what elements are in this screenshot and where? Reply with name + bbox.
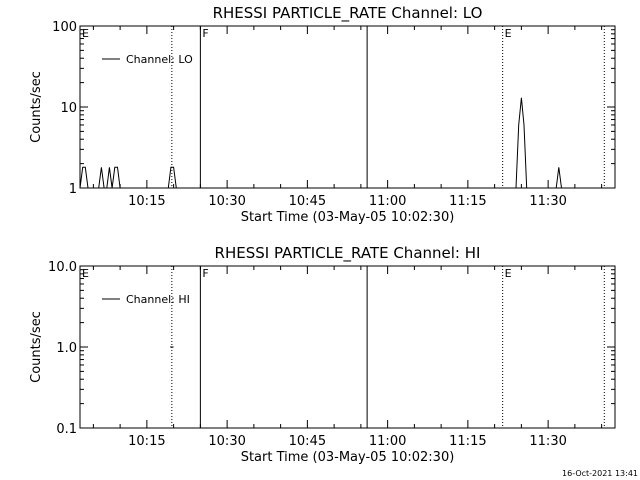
x-tick-label: 11:30	[529, 194, 566, 209]
y-axis-label: Counts/sec	[29, 311, 44, 383]
x-tick-label: 10:30	[208, 194, 245, 209]
legend-label: Channel: HI	[126, 293, 190, 306]
y-axis-label: Counts/sec	[29, 71, 44, 143]
x-tick-label: 10:15	[128, 194, 165, 209]
y-tick-label: 100	[52, 20, 77, 35]
flag-label-e: E	[82, 27, 89, 40]
x-tick-label: 11:15	[449, 434, 486, 449]
x-tick-label: 11:00	[369, 434, 406, 449]
y-tick-label: 10	[60, 101, 77, 116]
y-tick-label: 1.0	[56, 341, 77, 356]
panel-lo: RHESSI PARTICLE_RATE Channel: LO Start Ti…	[29, 4, 616, 225]
legend-label: Channel: LO	[126, 53, 193, 66]
x-axis-label: Start Time (03-May-05 10:02:30)	[241, 210, 455, 225]
x-tick-label: 10:45	[289, 194, 326, 209]
y-tick-label: 1	[69, 182, 77, 197]
panel-hi: RHESSI PARTICLE_RATE Channel: HI Start Ti…	[29, 244, 616, 465]
y-tick-label: 0.1	[56, 422, 77, 437]
chart-title: RHESSI PARTICLE_RATE Channel: HI	[215, 244, 481, 263]
x-tick-label: 11:00	[369, 194, 406, 209]
plot-frame	[79, 265, 616, 429]
chart-title: RHESSI PARTICLE_RATE Channel: LO	[213, 4, 483, 23]
flag-label-f: F	[202, 267, 208, 280]
flag-label-f: F	[202, 27, 208, 40]
x-tick-label: 11:30	[529, 434, 566, 449]
x-tick-label: 10:30	[208, 434, 245, 449]
footer-timestamp: 16-Oct-2021 13:41	[562, 469, 638, 478]
x-tick-label: 10:15	[128, 434, 165, 449]
plot-frame	[79, 25, 616, 189]
series-line	[79, 97, 615, 189]
x-tick-label: 10:45	[289, 434, 326, 449]
flag-label-e: E	[505, 27, 512, 40]
flag-label-e: E	[82, 267, 89, 280]
flag-label-e: E	[505, 267, 512, 280]
x-axis-label: Start Time (03-May-05 10:02:30)	[241, 450, 455, 465]
y-tick-label: 10.0	[48, 260, 77, 275]
x-tick-label: 11:15	[449, 194, 486, 209]
